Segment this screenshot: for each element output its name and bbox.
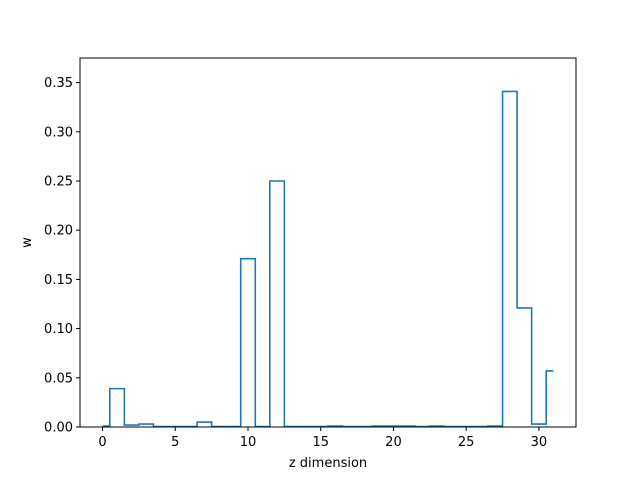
y-tick-label: 0.10 <box>44 322 73 337</box>
x-tick-label: 25 <box>458 435 475 450</box>
y-tick-label: 0.05 <box>44 371 73 386</box>
x-tick-label: 30 <box>531 435 548 450</box>
y-tick-label: 0.35 <box>44 76 73 91</box>
x-axis-label: z dimension <box>289 456 367 471</box>
y-tick-label: 0.00 <box>44 421 73 436</box>
x-axis: 0 5 10 15 20 25 30 <box>98 427 547 450</box>
y-tick-label: 0.15 <box>44 273 73 288</box>
y-tick-label: 0.30 <box>44 125 73 140</box>
y-axis: 0.00 0.05 0.10 0.15 0.20 0.25 0.30 0.35 <box>44 76 80 436</box>
y-tick-label: 0.20 <box>44 224 73 239</box>
x-tick-label: 10 <box>240 435 257 450</box>
x-tick-label: 5 <box>171 435 179 450</box>
x-tick-label: 15 <box>312 435 329 450</box>
axes-frame <box>79 57 577 428</box>
series-step-line <box>102 90 554 428</box>
y-axis-label: w <box>20 237 35 248</box>
x-tick-label: 20 <box>385 435 402 450</box>
x-tick-label: 0 <box>98 435 106 450</box>
y-tick-label: 0.25 <box>44 175 73 190</box>
plot-area <box>102 90 554 428</box>
